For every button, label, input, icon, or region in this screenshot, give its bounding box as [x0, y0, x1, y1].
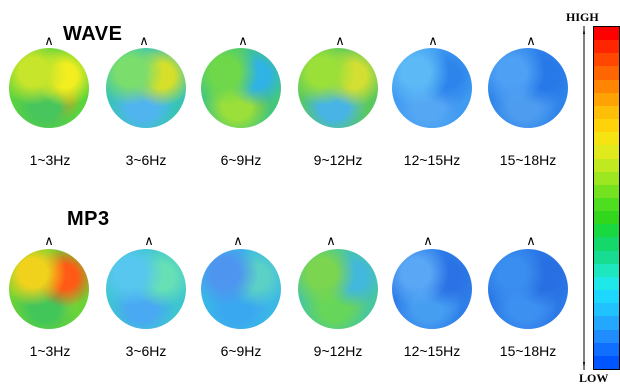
nose-marker-icon: ∧ [139, 34, 149, 49]
mp3-label-3-6hz: 3~6Hz [125, 343, 167, 359]
scale-color-segment [594, 250, 619, 264]
arrow-up-icon [583, 26, 585, 34]
nose-marker-icon: ∧ [428, 34, 438, 49]
scale-color-segment [594, 52, 619, 67]
nose-marker-icon: ∧ [335, 34, 345, 49]
scale-color-segment [594, 302, 619, 317]
nose-marker-icon: ∧ [526, 234, 536, 249]
wave-topomap-3-6hz [106, 48, 186, 128]
scale-color-segment [594, 315, 619, 330]
wave-topomap-1-3hz [9, 48, 89, 128]
mp3-label-15-18hz: 15~18Hz [499, 343, 557, 359]
mp3-topomap-12-15hz [392, 249, 472, 329]
arrow-down-icon [583, 362, 585, 370]
mp3-topomap-6-9hz [201, 249, 281, 329]
scale-color-segment [594, 223, 619, 238]
nose-marker-icon: ∧ [423, 234, 433, 249]
wave-topomap-9-12hz [298, 48, 378, 128]
wave-title: WAVE [63, 23, 123, 45]
mp3-label-9-12hz: 9~12Hz [313, 343, 363, 359]
scale-arrow-icon [583, 26, 585, 370]
scale-color-segment [594, 342, 619, 356]
scale-color-segment [594, 329, 619, 343]
scale-color-segment [594, 276, 619, 291]
nose-marker-icon: ∧ [44, 234, 54, 249]
scale-low-label: LOW [579, 371, 609, 385]
nose-marker-icon: ∧ [238, 34, 248, 49]
scale-color-segment [594, 131, 619, 146]
scale-color-segment [594, 65, 619, 80]
scale-color-segment [594, 210, 619, 225]
wave-label-1-3hz: 1~3Hz [29, 152, 71, 168]
wave-label-15-18hz: 15~18Hz [499, 152, 557, 168]
mp3-topomap-1-3hz [9, 249, 89, 329]
scale-color-segment [594, 289, 619, 304]
nose-marker-icon: ∧ [144, 234, 154, 249]
nose-marker-icon: ∧ [44, 34, 54, 49]
nose-marker-icon: ∧ [326, 234, 336, 249]
mp3-topomap-9-12hz [298, 249, 378, 329]
mp3-label-12-15hz: 12~15Hz [403, 343, 461, 359]
scale-color-segment [594, 158, 619, 172]
scale-color-segment [594, 92, 619, 106]
wave-label-12-15hz: 12~15Hz [403, 152, 461, 168]
nose-marker-icon: ∧ [526, 34, 536, 49]
mp3-topomap-15-18hz [488, 249, 568, 329]
scale-color-segment [594, 355, 619, 369]
scale-color-segment [594, 184, 619, 198]
mp3-label-6-9hz: 6~9Hz [220, 343, 262, 359]
scale-color-segment [594, 26, 619, 41]
scale-color-segment [594, 263, 619, 277]
scale-color-segment [594, 105, 619, 120]
wave-topomap-15-18hz [488, 48, 568, 128]
wave-topomap-12-15hz [392, 48, 472, 128]
scale-color-segment [594, 39, 619, 54]
color-scale-bar [593, 26, 620, 370]
scale-color-segment [594, 144, 619, 159]
mp3-label-1-3hz: 1~3Hz [29, 343, 71, 359]
wave-topomap-6-9hz [201, 48, 281, 128]
scale-color-segment [594, 79, 619, 93]
nose-marker-icon: ∧ [233, 234, 243, 249]
scale-color-segment [594, 171, 619, 185]
wave-label-6-9hz: 6~9Hz [220, 152, 262, 168]
scale-color-segment [594, 197, 619, 212]
scale-high-label: HIGH [566, 10, 599, 24]
scale-color-segment [594, 118, 619, 133]
wave-label-3-6hz: 3~6Hz [125, 152, 167, 168]
wave-label-9-12hz: 9~12Hz [313, 152, 363, 168]
mp3-title: MP3 [67, 208, 110, 230]
mp3-topomap-3-6hz [106, 249, 186, 329]
scale-color-segment [594, 236, 619, 251]
